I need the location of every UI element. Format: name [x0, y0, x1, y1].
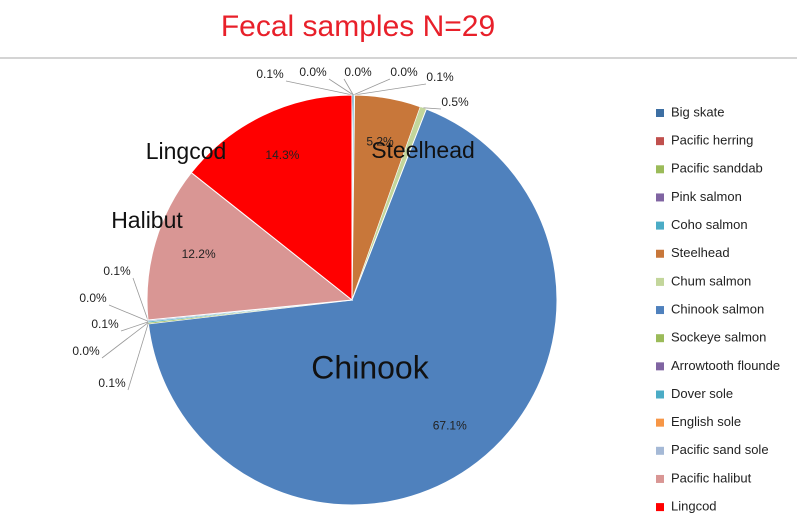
legend-label: Big skate [671, 104, 724, 119]
slice-annotation: Lingcod [146, 138, 227, 164]
value-label: 0.0% [390, 65, 418, 79]
pie-slice [190, 94, 353, 302]
value-label: 0.1% [103, 264, 131, 278]
legend-label: Coho salmon [671, 217, 748, 232]
leader-line [285, 80, 353, 96]
legend-label: Sockeye salmon [671, 330, 766, 345]
legend-label: Arrowtooth flounde [671, 358, 780, 373]
legend-label: Lingcod [671, 499, 717, 513]
value-label: 0.1% [91, 317, 119, 331]
value-label: 12.2% [182, 247, 216, 261]
value-label: 0.1% [426, 70, 454, 84]
legend-swatch [656, 193, 664, 202]
value-label: 0.0% [299, 65, 327, 79]
legend-swatch [656, 503, 664, 512]
legend-swatch [656, 362, 664, 371]
slice-annotation: Chinook [311, 349, 429, 385]
legend-swatch [656, 165, 664, 174]
leader-line [353, 83, 427, 96]
value-label: 0.0% [79, 291, 107, 305]
value-label: 0.1% [256, 67, 284, 81]
legend-label: Pacific herring [671, 133, 753, 148]
legend-label: Pacific halibut [671, 470, 752, 485]
legend-swatch [656, 137, 664, 146]
legend-swatch [656, 109, 664, 117]
legend-label: Chum salmon [671, 273, 751, 288]
leader-line [353, 78, 391, 96]
pie-slice [147, 108, 558, 506]
leader-line [328, 78, 354, 96]
legend-label: Dover sole [671, 386, 733, 401]
value-label: 0.0% [344, 65, 372, 79]
legend-swatch [656, 390, 664, 399]
value-label: 0.1% [98, 376, 126, 390]
leader-line [108, 304, 149, 322]
slice-annotation: Steelhead [371, 137, 475, 163]
value-label: 67.1% [433, 419, 467, 433]
value-label: 0.5% [441, 95, 469, 109]
legend-label: English sole [671, 414, 741, 429]
legend-swatch [656, 221, 664, 230]
legend-swatch [656, 334, 664, 343]
legend-label: Pink salmon [671, 189, 742, 204]
leader-line [120, 321, 149, 332]
legend-swatch [656, 446, 664, 455]
pie-slice [146, 171, 354, 321]
leader-line [343, 78, 354, 96]
legend-swatch [656, 277, 664, 286]
legend-label: Chinook salmon [671, 301, 764, 316]
legend-swatch [656, 474, 664, 483]
legend-label: Steelhead [671, 245, 730, 260]
leader-line [423, 107, 442, 110]
value-label: 5.2% [366, 135, 394, 149]
chart-title: Fecal samples N=29 [221, 10, 495, 43]
value-label: 14.3% [265, 148, 299, 162]
legend-swatch [656, 306, 664, 315]
leader-line [101, 322, 149, 359]
slice-annotation: Halibut [111, 207, 183, 233]
leader-line [132, 277, 149, 321]
legend-label: Pacific sand sole [671, 442, 769, 457]
legend-label: Pacific sanddab [671, 161, 763, 176]
legend-swatch [656, 249, 664, 258]
leader-line [127, 323, 149, 391]
value-label: 0.0% [72, 344, 100, 358]
legend-swatch [656, 418, 664, 427]
